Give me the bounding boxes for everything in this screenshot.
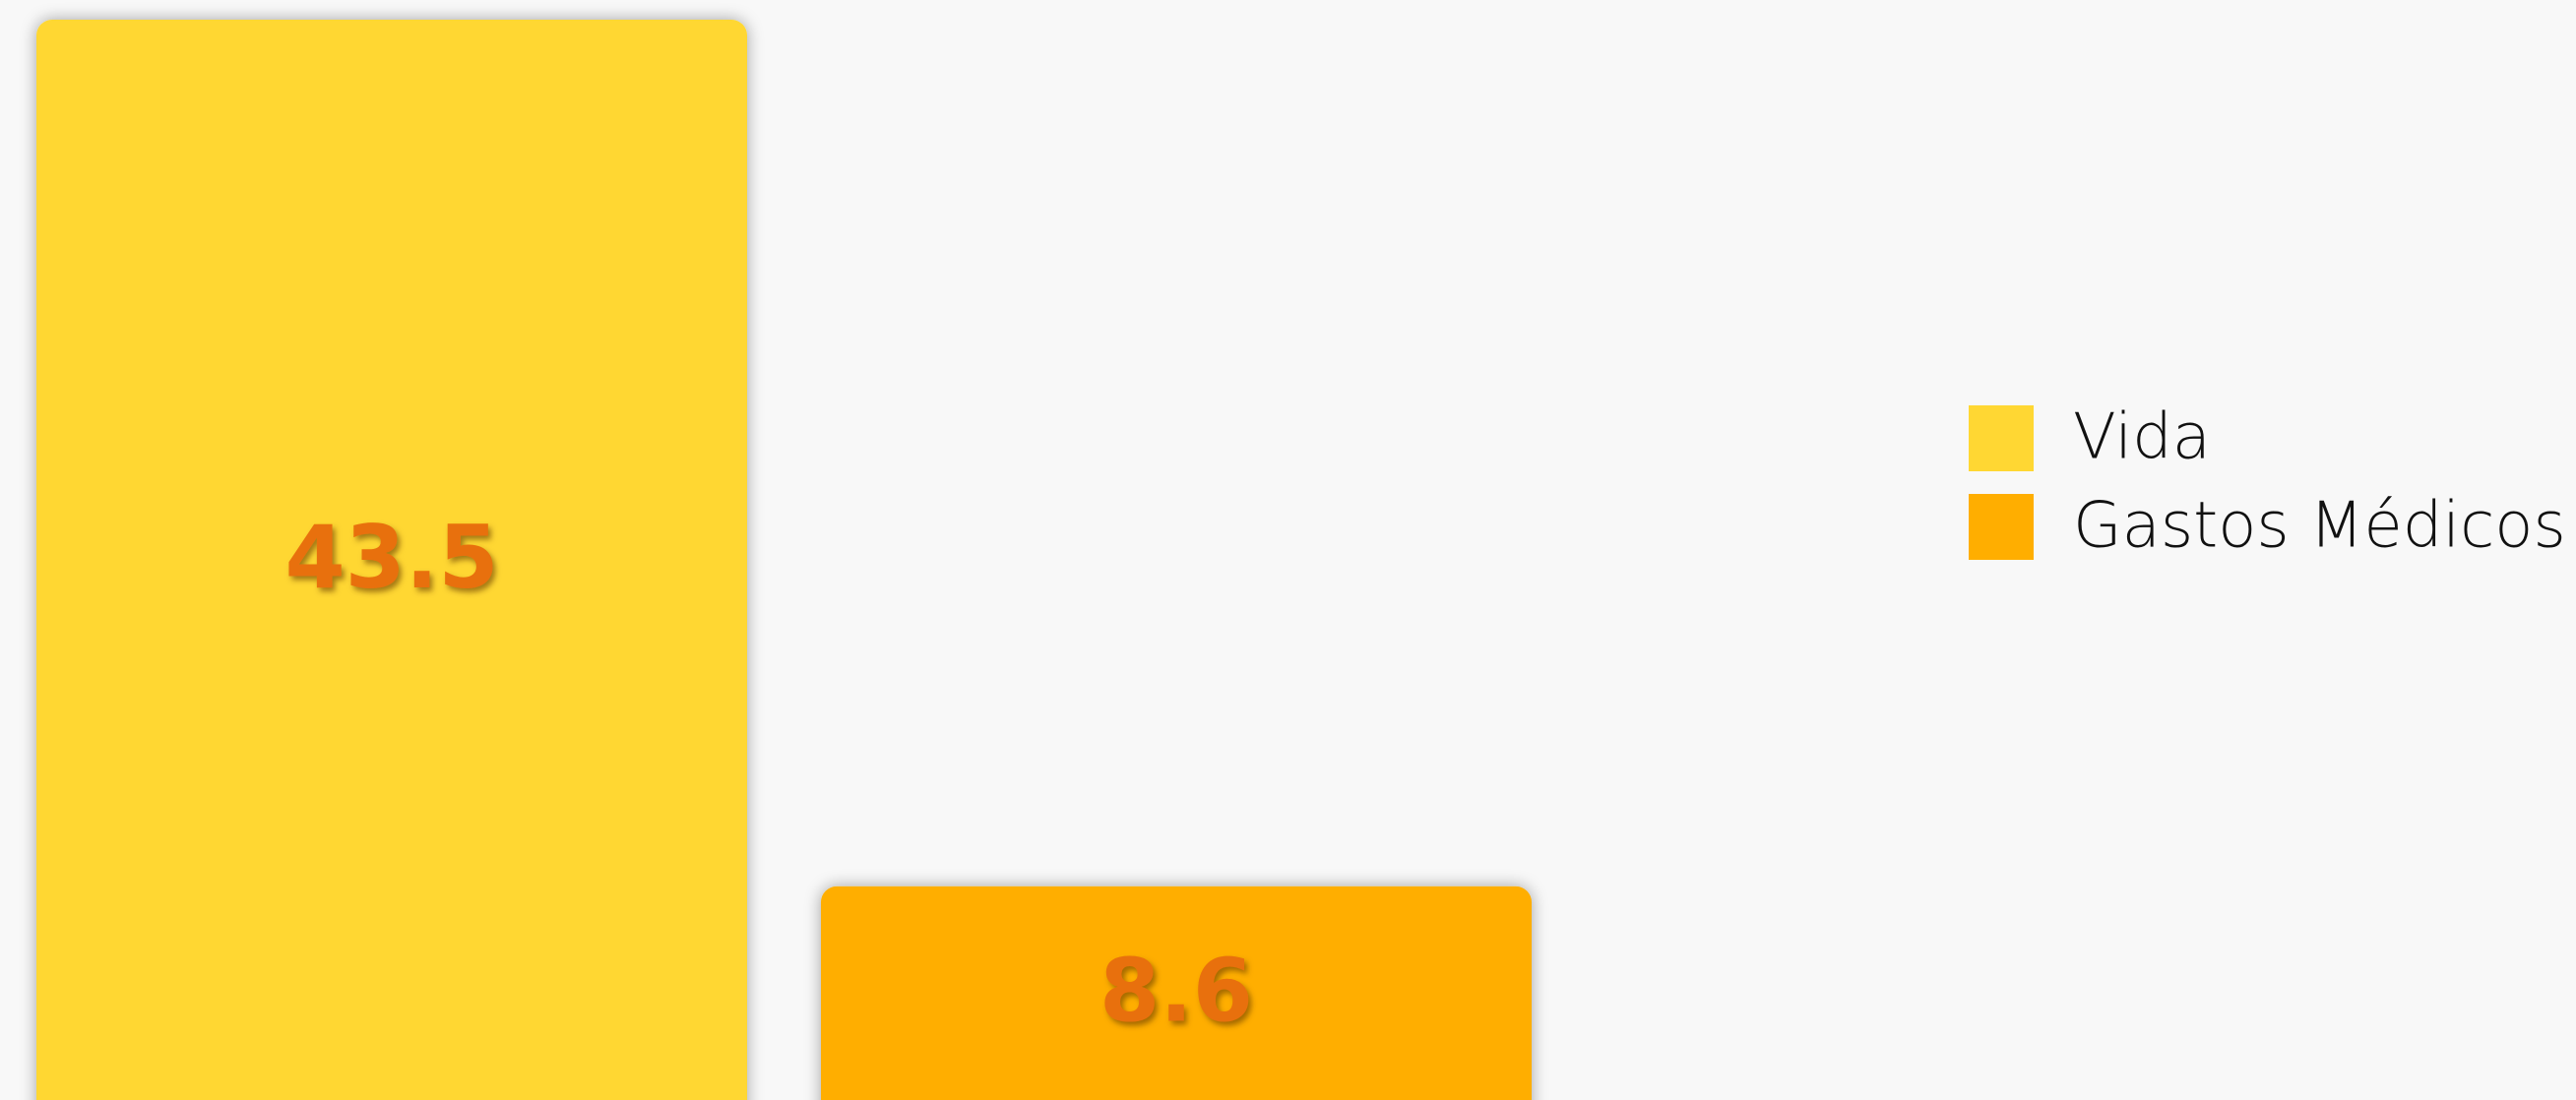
legend-swatch xyxy=(1969,405,2034,471)
value-label: 8.6 xyxy=(1100,940,1253,1041)
bar xyxy=(36,20,747,1100)
bar xyxy=(821,886,1532,1100)
legend-label: Vida xyxy=(2073,401,2211,474)
legend-label: Gastos Médicos xyxy=(2073,490,2566,563)
value-label: 43.5 xyxy=(284,507,498,608)
legend-swatch xyxy=(1969,494,2034,560)
